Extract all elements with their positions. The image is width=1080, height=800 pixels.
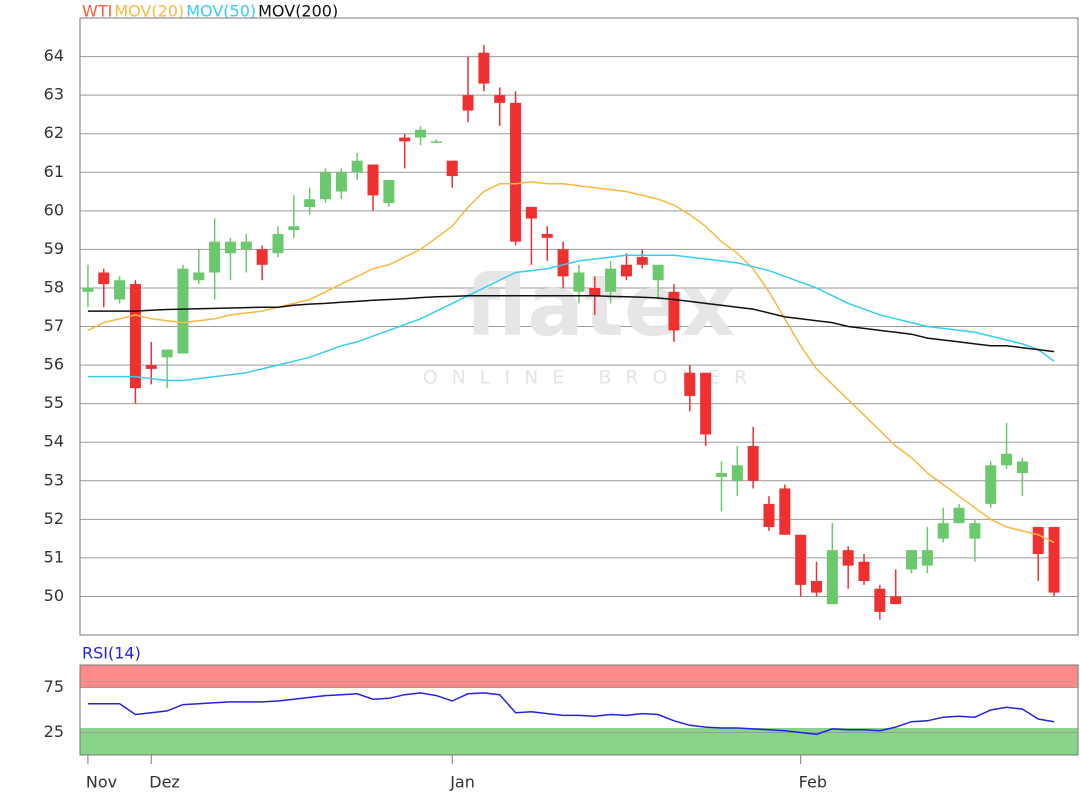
candle-body — [985, 465, 997, 504]
candle-body — [969, 523, 981, 539]
candle-body — [636, 257, 648, 265]
candle-body — [510, 102, 522, 242]
band — [80, 665, 1078, 688]
y-tick-label: 75 — [44, 677, 64, 696]
watermark-sub: ONLINE BROKER — [423, 367, 761, 389]
candle-body — [858, 561, 870, 582]
legend-entry: MOV(200) — [258, 2, 338, 21]
candle-body — [478, 52, 490, 84]
candle-body — [779, 488, 791, 535]
candle-body — [557, 249, 569, 277]
candle-body — [415, 129, 427, 138]
candle-body — [335, 172, 347, 192]
candle-body — [430, 141, 442, 143]
candle-body — [541, 233, 553, 238]
y-tick-label: 57 — [44, 316, 64, 335]
candle-body — [82, 287, 94, 292]
candle-body — [240, 241, 252, 250]
candle-body — [177, 268, 189, 354]
candle-body — [1032, 527, 1044, 555]
legend-entry: MOV(50) — [186, 2, 256, 21]
candle-body — [193, 272, 205, 281]
candle-body — [763, 503, 775, 528]
candle-body — [256, 249, 268, 265]
legend: WTI MOV(20) MOV(50) MOV(200) — [82, 2, 338, 21]
candle-body — [906, 550, 918, 570]
y-tick-label: 25 — [44, 722, 64, 741]
y-tick-label: 56 — [44, 355, 64, 374]
y-tick-label: 60 — [44, 200, 64, 219]
y-tick-label: 55 — [44, 393, 64, 412]
candle-body — [367, 164, 379, 196]
y-tick-label: 61 — [44, 162, 64, 181]
candle-body — [446, 160, 458, 177]
candle-body — [715, 473, 727, 477]
candle-body — [953, 507, 965, 524]
candle-body — [320, 172, 331, 200]
y-tick-label: 63 — [44, 85, 64, 104]
candle-body — [890, 596, 902, 605]
candle-body — [224, 241, 236, 254]
line — [87, 294, 1055, 353]
candle-body — [700, 372, 712, 435]
candle-body — [795, 534, 807, 585]
candle-body — [842, 550, 854, 566]
candle-body — [288, 226, 300, 231]
x-tick-label: Jan — [449, 773, 475, 792]
candle-body — [98, 272, 110, 285]
y-tick-label: 52 — [44, 509, 64, 528]
candle-body — [1016, 461, 1028, 474]
candle-body — [351, 160, 363, 173]
x-tick-label: Nov — [86, 773, 117, 792]
line — [87, 692, 1055, 736]
plot-frame — [79, 17, 1079, 636]
candle-body — [921, 550, 933, 566]
candle-body — [652, 264, 664, 281]
y-tick-label: 51 — [44, 547, 64, 566]
candle-body — [826, 550, 838, 605]
candle-body — [209, 241, 221, 273]
candle-body — [383, 179, 395, 204]
candle-body — [304, 199, 316, 207]
candle-body — [494, 95, 506, 103]
y-tick-label: 50 — [44, 586, 64, 605]
line — [87, 254, 1055, 382]
candle-body — [811, 581, 822, 593]
candle-body — [399, 137, 411, 142]
candle-body — [937, 523, 949, 539]
y-tick-label: 58 — [44, 277, 64, 296]
candle-body — [605, 268, 617, 292]
candle-body — [525, 206, 537, 219]
watermark: flatex — [465, 257, 735, 355]
line — [87, 181, 1055, 544]
candle-body — [731, 465, 743, 481]
candle-body — [462, 95, 474, 111]
x-tick-label: Dez — [149, 773, 180, 792]
candle-body — [684, 372, 696, 396]
plot-frame — [79, 664, 1079, 756]
legend-entry: MOV(20) — [114, 2, 184, 21]
y-tick-label: 59 — [44, 239, 64, 258]
x-tick-label: Feb — [799, 773, 827, 792]
candle-body — [1001, 453, 1013, 466]
candle-body — [620, 264, 632, 277]
legend-entry: WTI — [82, 2, 112, 21]
y-tick-label: 62 — [44, 123, 64, 142]
candle-body — [161, 349, 173, 358]
candle-body — [272, 233, 284, 254]
y-tick-label: 64 — [44, 46, 64, 65]
candle-body — [573, 272, 585, 292]
candle-body — [129, 284, 141, 389]
y-tick-label: 53 — [44, 470, 64, 489]
candle-body — [1048, 527, 1060, 593]
y-tick-label: 54 — [44, 432, 64, 451]
candle-body — [589, 287, 601, 296]
candle-body — [747, 446, 759, 481]
candle-body — [145, 365, 157, 369]
candle-body — [114, 280, 126, 300]
candle-body — [668, 291, 680, 331]
candle-body — [874, 588, 886, 612]
rsi-legend: RSI(14) — [82, 644, 141, 663]
